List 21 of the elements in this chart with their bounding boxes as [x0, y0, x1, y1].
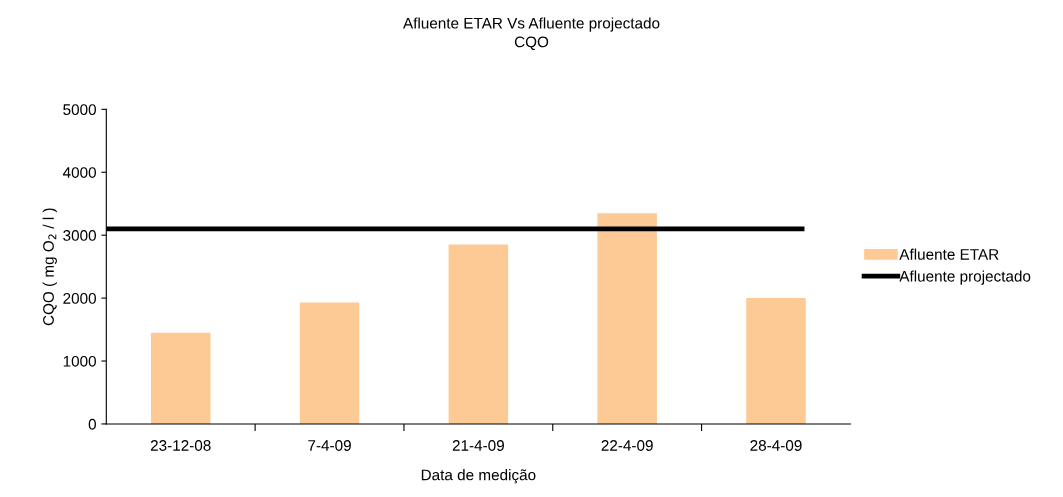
chart-title: Afluente ETAR Vs Afluente projectado CQO: [403, 17, 660, 51]
y-tick-label: 2000: [63, 292, 96, 304]
x-tick-label: 22-4-09: [601, 440, 653, 451]
x-axis-title: Data de medição: [421, 469, 536, 484]
y-tick-label: 4000: [62, 167, 96, 178]
y-axis-title: CQO ( mg O$_{2}$ / l ): [42, 208, 57, 326]
bar: [299, 302, 360, 424]
x-tick-label: 7-4-09: [308, 440, 351, 451]
legend-label: Afluente projectado: [899, 270, 1031, 285]
y-tick-label: 3000: [63, 230, 96, 241]
x-tick-label: 28-4-09: [750, 440, 802, 451]
y-tick-label: 1000: [63, 355, 96, 367]
y-tick-label: 0: [88, 418, 96, 430]
bar: [746, 298, 806, 424]
bar: [597, 213, 657, 424]
x-tick-label: 23-12-08: [150, 440, 211, 451]
y-tick-label: 5000: [63, 104, 96, 116]
bar: [448, 244, 509, 424]
x-tick-label: 21-4-09: [452, 440, 504, 451]
bar: [150, 332, 211, 424]
legend-label: Afluente ETAR: [899, 248, 999, 260]
